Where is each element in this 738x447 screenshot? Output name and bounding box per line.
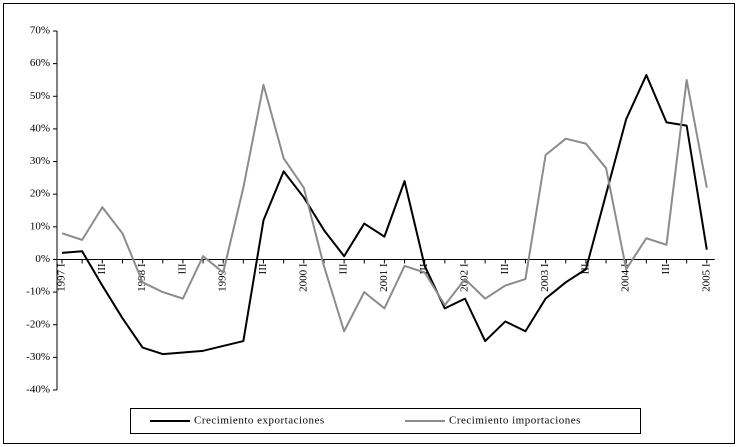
y-tick-label: 60%	[30, 57, 50, 69]
series-line	[61, 74, 708, 356]
y-tick-label: 10%	[30, 220, 50, 232]
legend-label: Crecimiento exportaciones	[194, 415, 325, 427]
x-tick-label: 1999 I	[217, 263, 229, 292]
y-tick-label: 0%	[35, 253, 50, 265]
legend-box	[130, 408, 641, 434]
x-tick-label: III	[338, 263, 350, 274]
x-tick-label: III	[418, 263, 430, 274]
y-tick-label: -30%	[26, 351, 50, 363]
y-tick-label: -40%	[26, 384, 50, 396]
chart-frame	[3, 3, 735, 444]
series-line	[61, 78, 708, 333]
x-tick-label: 2005 I	[700, 263, 712, 292]
x-tick-label: 1998 I	[136, 263, 148, 292]
x-tick-label: III	[176, 263, 188, 274]
legend-label: Crecimiento importaciones	[449, 415, 581, 427]
x-tick-label: 2004 I	[620, 263, 632, 292]
y-tick-label: 40%	[30, 122, 50, 134]
x-tick-label: III	[96, 263, 108, 274]
x-tick-label: III	[660, 263, 672, 274]
x-tick-label: 1997 I	[56, 263, 68, 292]
y-tick-label: 30%	[30, 155, 50, 167]
y-tick-label: 50%	[30, 90, 50, 102]
y-tick-label: -10%	[26, 286, 50, 298]
y-tick-label: 20%	[30, 188, 50, 200]
x-tick-label: III	[499, 263, 511, 274]
x-tick-label: III	[257, 263, 269, 274]
x-tick-label: 2003 I	[539, 263, 551, 292]
x-tick-label: 2000 I	[297, 263, 309, 292]
y-tick-label: -20%	[26, 318, 50, 330]
x-tick-label: 2001 I	[378, 263, 390, 292]
y-tick-label: 70%	[30, 25, 50, 37]
x-tick-label: 2002 I	[459, 263, 471, 292]
